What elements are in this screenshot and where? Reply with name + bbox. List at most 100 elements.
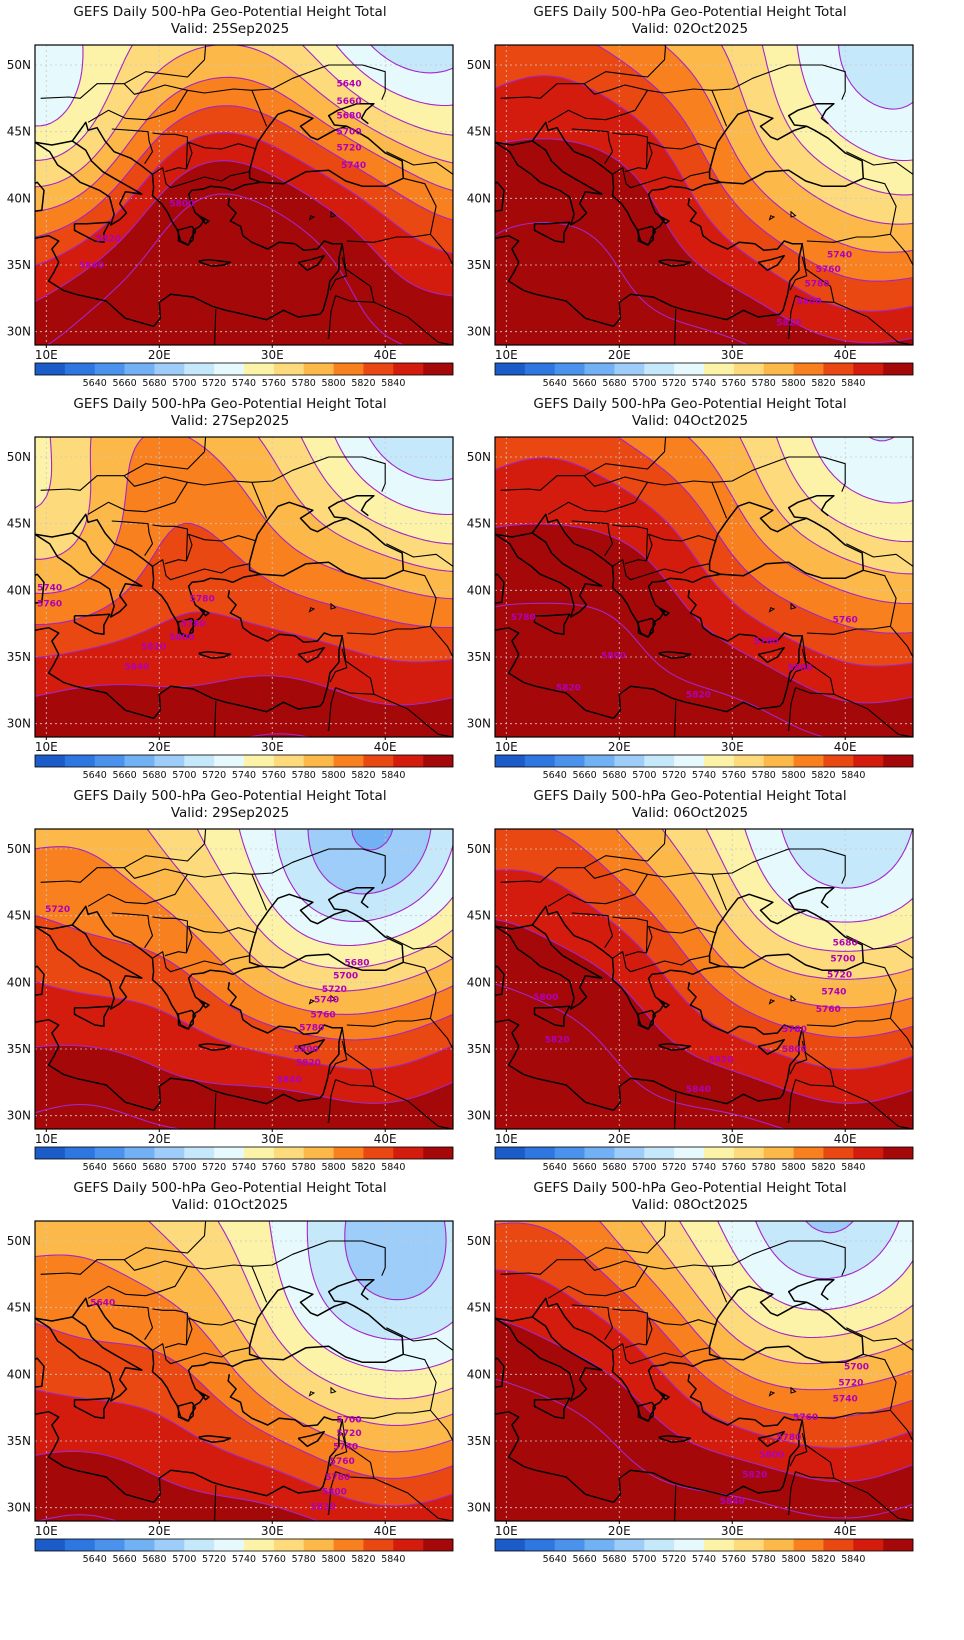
colorbar-label: 5740 (232, 770, 256, 781)
y-tick-label: 40N (7, 1367, 31, 1381)
colorbar-swatch (495, 755, 525, 767)
contour-label: 5820 (141, 642, 166, 652)
y-tick-label: 40N (7, 191, 31, 205)
colorbar-label: 5700 (172, 1162, 196, 1173)
contour-label: 5700 (844, 1362, 869, 1372)
colorbar-label: 5700 (172, 378, 196, 389)
colorbar-swatch (334, 1539, 364, 1551)
map-figure: 5720568057005720574057605780580058205840… (0, 784, 460, 1194)
colorbar-label: 5680 (602, 1162, 626, 1173)
colorbar-swatch (184, 1147, 214, 1159)
contour-label: 5700 (333, 972, 358, 982)
colorbar-label: 5780 (752, 1554, 776, 1565)
colorbar-label: 5800 (321, 770, 345, 781)
contour-label: 5780 (804, 280, 829, 290)
y-tick-label: 45N (467, 909, 491, 923)
colorbar-swatch (823, 1539, 853, 1551)
y-tick-label: 35N (7, 1434, 31, 1448)
colorbar-swatch (65, 1147, 95, 1159)
colorbar-label: 5740 (232, 1554, 256, 1565)
colorbar-swatch (95, 1147, 125, 1159)
x-tick-label: 40E (374, 348, 397, 362)
x-tick-label: 20E (608, 348, 631, 362)
colorbar-label: 5760 (722, 1162, 746, 1173)
contour-label: 5680 (833, 938, 858, 948)
colorbar-swatch (555, 363, 585, 375)
colorbar-label: 5680 (142, 1554, 166, 1565)
colorbar-swatch (644, 363, 674, 375)
x-tick-label: 10E (495, 348, 518, 362)
colorbar-swatch (244, 755, 274, 767)
colorbar-label: 5840 (381, 378, 405, 389)
colorbar-swatch (423, 363, 453, 375)
colorbar-swatch (423, 755, 453, 767)
x-tick-label: 10E (35, 740, 58, 754)
colorbar-label: 5640 (83, 378, 107, 389)
colorbar-swatch (614, 1539, 644, 1551)
y-tick-label: 50N (7, 450, 31, 464)
x-tick-label: 30E (721, 740, 744, 754)
colorbar-label: 5840 (381, 1554, 405, 1565)
map-panel: 5700 5720 5740 5760 5780 5800 5820 5840 10E 20E 30… (460, 1176, 920, 1586)
colorbar-swatch (614, 363, 644, 375)
contour-label: 5780 (511, 613, 536, 623)
y-tick-label: 40N (467, 975, 491, 989)
x-tick-label: 20E (148, 348, 171, 362)
panel-title-text: GEFS Daily 500-hPa Geo-Potential Height … (460, 396, 920, 413)
y-tick-label: 45N (467, 517, 491, 531)
colorbar-swatch (35, 1539, 65, 1551)
colorbar-swatch (883, 755, 913, 767)
x-tick-label: 20E (608, 1524, 631, 1538)
colorbar-swatch (214, 1539, 244, 1551)
colorbar-label: 5640 (543, 1554, 567, 1565)
panel-title: GEFS Daily 500-hPa Geo-Potential Height … (0, 396, 460, 430)
colorbar-swatch (585, 1539, 615, 1551)
y-tick-label: 50N (7, 1234, 31, 1248)
y-tick-label: 40N (7, 583, 31, 597)
colorbar-swatch (495, 1539, 525, 1551)
contour-label: 5840 (720, 1497, 745, 1507)
panel-valid-date: Valid: 01Oct2025 (0, 1197, 460, 1214)
colorbar-label: 5660 (112, 378, 136, 389)
x-tick-label: 30E (261, 740, 284, 754)
colorbar-swatch (393, 755, 423, 767)
contour-label: 5820 (776, 318, 801, 328)
map-panel: 5640 5660 5680 5700 5720 5740 5800 5820 5840 10E 2… (0, 0, 460, 410)
y-tick-label: 45N (7, 909, 31, 923)
panel-title: GEFS Daily 500-hPa Geo-Potential Height … (460, 396, 920, 430)
map-figure: 5680570057205740576057805800580058205820… (460, 784, 920, 1194)
colorbar-label: 5640 (83, 1554, 107, 1565)
colorbar-swatch (853, 1147, 883, 1159)
colorbar-label: 5700 (172, 770, 196, 781)
contour-label: 5800 (782, 1045, 807, 1055)
colorbar-label: 5740 (692, 1162, 716, 1173)
contour-label: 5760 (816, 265, 841, 275)
colorbar-swatch (65, 363, 95, 375)
colorbar-swatch (614, 755, 644, 767)
colorbar-swatch (764, 363, 794, 375)
colorbar-label: 5780 (752, 770, 776, 781)
colorbar-swatch (555, 1147, 585, 1159)
contour-label: 5740 (314, 996, 339, 1006)
contour-label: 5760 (311, 1010, 336, 1020)
contour-label: 5700 (830, 954, 855, 964)
colorbar-swatch (614, 1147, 644, 1159)
colorbar-swatch (214, 363, 244, 375)
y-tick-label: 40N (7, 975, 31, 989)
contour-label: 5660 (337, 97, 362, 107)
colorbar-swatch (883, 1147, 913, 1159)
panel-valid-date: Valid: 27Sep2025 (0, 413, 460, 430)
colorbar-label: 5780 (292, 770, 316, 781)
panel-title-text: GEFS Daily 500-hPa Geo-Potential Height … (460, 788, 920, 805)
contour-label: 5760 (793, 1413, 818, 1423)
colorbar-label: 5680 (602, 378, 626, 389)
colorbar-swatch (585, 363, 615, 375)
colorbar-swatch (95, 363, 125, 375)
colorbar-swatch (363, 1539, 393, 1551)
panel-title: GEFS Daily 500-hPa Geo-Potential Height … (460, 788, 920, 822)
y-tick-label: 35N (467, 258, 491, 272)
